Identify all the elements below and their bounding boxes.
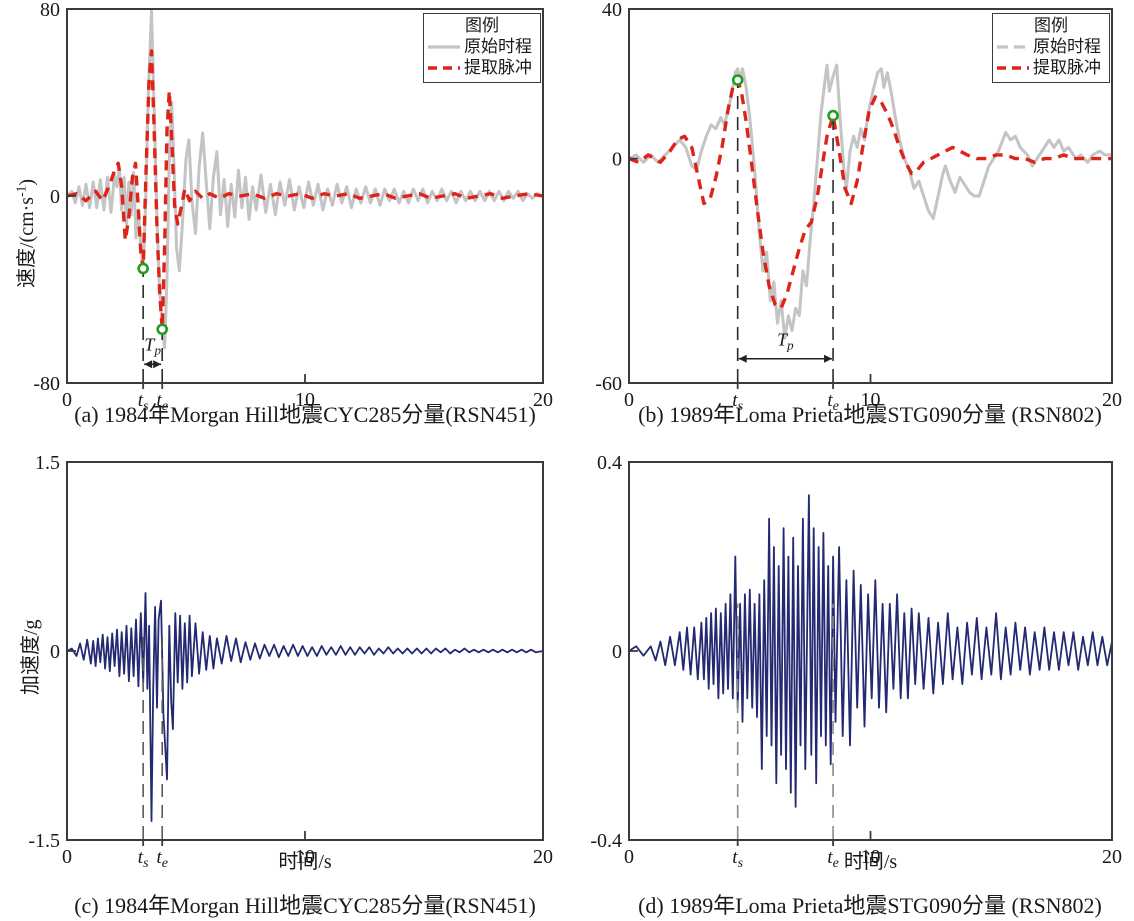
y-axis-label-superscript: -1 bbox=[13, 185, 29, 197]
legend-item-label: 提取脉冲 bbox=[464, 58, 532, 77]
x-axis-label-time-d: 时间/s bbox=[843, 851, 898, 873]
svg-text:0.4: 0.4 bbox=[597, 452, 622, 474]
svg-text:te: te bbox=[156, 390, 168, 414]
svg-text:20: 20 bbox=[533, 389, 553, 411]
legend-box-a: 图例 原始时程 提取脉冲 bbox=[423, 13, 541, 83]
svg-text:0: 0 bbox=[612, 641, 622, 663]
svg-text:ts: ts bbox=[138, 390, 149, 414]
legend-title: 图例 bbox=[465, 16, 499, 35]
legend-item-label: 原始时程 bbox=[464, 37, 532, 56]
y-axis-label-velocity: 速度/(cm·s-1) bbox=[10, 179, 39, 288]
caption-c: (c) 1984年Morgan Hill地震CYC285分量(RSN451) bbox=[74, 893, 536, 918]
original-line-swatch-icon bbox=[997, 44, 1029, 49]
svg-text:te: te bbox=[827, 847, 839, 871]
svg-text:0: 0 bbox=[624, 389, 634, 411]
svg-text:80: 80 bbox=[40, 0, 60, 21]
svg-text:te: te bbox=[156, 847, 168, 871]
original-line-swatch-icon bbox=[428, 44, 460, 49]
legend-item-pulse: 提取脉冲 bbox=[427, 57, 537, 78]
legend-item-original: 原始时程 bbox=[427, 36, 537, 57]
pulse-line-swatch-icon bbox=[428, 65, 460, 70]
panel-d-acceleration-loma-prieta: 0.4 0 -0.4 0 10 20 ts te 时间/s (d) 1989年Loma Pri… bbox=[567, 440, 1134, 921]
svg-text:0: 0 bbox=[62, 846, 72, 868]
svg-text:0: 0 bbox=[50, 641, 60, 663]
svg-text:10: 10 bbox=[861, 846, 881, 868]
svg-text:20: 20 bbox=[1102, 389, 1122, 411]
legend-item-original: 原始时程 bbox=[996, 36, 1106, 57]
svg-text:ts: ts bbox=[732, 847, 743, 871]
panel-a-velocity-morgan-hill: Tp 80 0 -80 0 10 20 ts te 速度/(cm·s-1) 图例 原始时程 提取… bbox=[0, 0, 567, 440]
svg-text:Tp: Tp bbox=[777, 330, 794, 353]
pulse-line-swatch-icon bbox=[997, 65, 1029, 70]
svg-text:1.5: 1.5 bbox=[35, 452, 60, 474]
svg-text:ts: ts bbox=[138, 847, 149, 871]
legend-box-b: 图例 原始时程 提取脉冲 bbox=[992, 13, 1110, 83]
legend-item-label: 原始时程 bbox=[1033, 37, 1101, 56]
caption-b: (b) 1989年Loma Prieta地震STG090分量 (RSN802) bbox=[638, 402, 1102, 427]
svg-text:-0.4: -0.4 bbox=[590, 830, 622, 852]
svg-text:te: te bbox=[827, 390, 839, 414]
svg-text:Tp: Tp bbox=[144, 334, 161, 357]
legend-title: 图例 bbox=[1034, 16, 1068, 35]
panel-b-velocity-loma-prieta: Tp 40 0 -60 0 10 20 ts te 图例 原始时程 提取脉冲 (b) 1989年… bbox=[567, 0, 1134, 440]
svg-text:10: 10 bbox=[861, 389, 881, 411]
svg-text:40: 40 bbox=[602, 0, 622, 21]
y-axis-label-text: 速度/(cm·s bbox=[16, 196, 38, 288]
svg-text:20: 20 bbox=[1102, 846, 1122, 868]
y-axis-label-suffix: ) bbox=[16, 178, 38, 186]
svg-text:10: 10 bbox=[295, 846, 315, 868]
legend-item-pulse: 提取脉冲 bbox=[996, 57, 1106, 78]
svg-text:0: 0 bbox=[50, 186, 60, 208]
svg-text:-1.5: -1.5 bbox=[28, 830, 60, 852]
svg-text:0: 0 bbox=[62, 389, 72, 411]
svg-text:-80: -80 bbox=[33, 373, 60, 395]
svg-text:20: 20 bbox=[533, 846, 553, 868]
x-axis-label-time-c: 时间/s bbox=[278, 851, 332, 873]
svg-text:0: 0 bbox=[612, 149, 622, 171]
panel-c-acceleration-morgan-hill: 1.5 0 -1.5 0 10 20 ts te 加速度/g 时间/s (c) 1984年Mo… bbox=[0, 440, 567, 921]
svg-text:ts: ts bbox=[732, 390, 743, 414]
svg-text:10: 10 bbox=[295, 389, 315, 411]
caption-a: (a) 1984年Morgan Hill地震CYC285分量(RSN451) bbox=[74, 402, 536, 427]
y-axis-label-text: 加速度/g bbox=[20, 619, 42, 695]
legend-item-label: 提取脉冲 bbox=[1033, 58, 1101, 77]
svg-text:0: 0 bbox=[624, 846, 634, 868]
svg-text:-60: -60 bbox=[595, 373, 622, 395]
y-axis-label-acceleration: 加速度/g bbox=[14, 619, 43, 695]
caption-d: (d) 1989年Loma Prieta地震STG090分量 (RSN802) bbox=[638, 893, 1102, 918]
